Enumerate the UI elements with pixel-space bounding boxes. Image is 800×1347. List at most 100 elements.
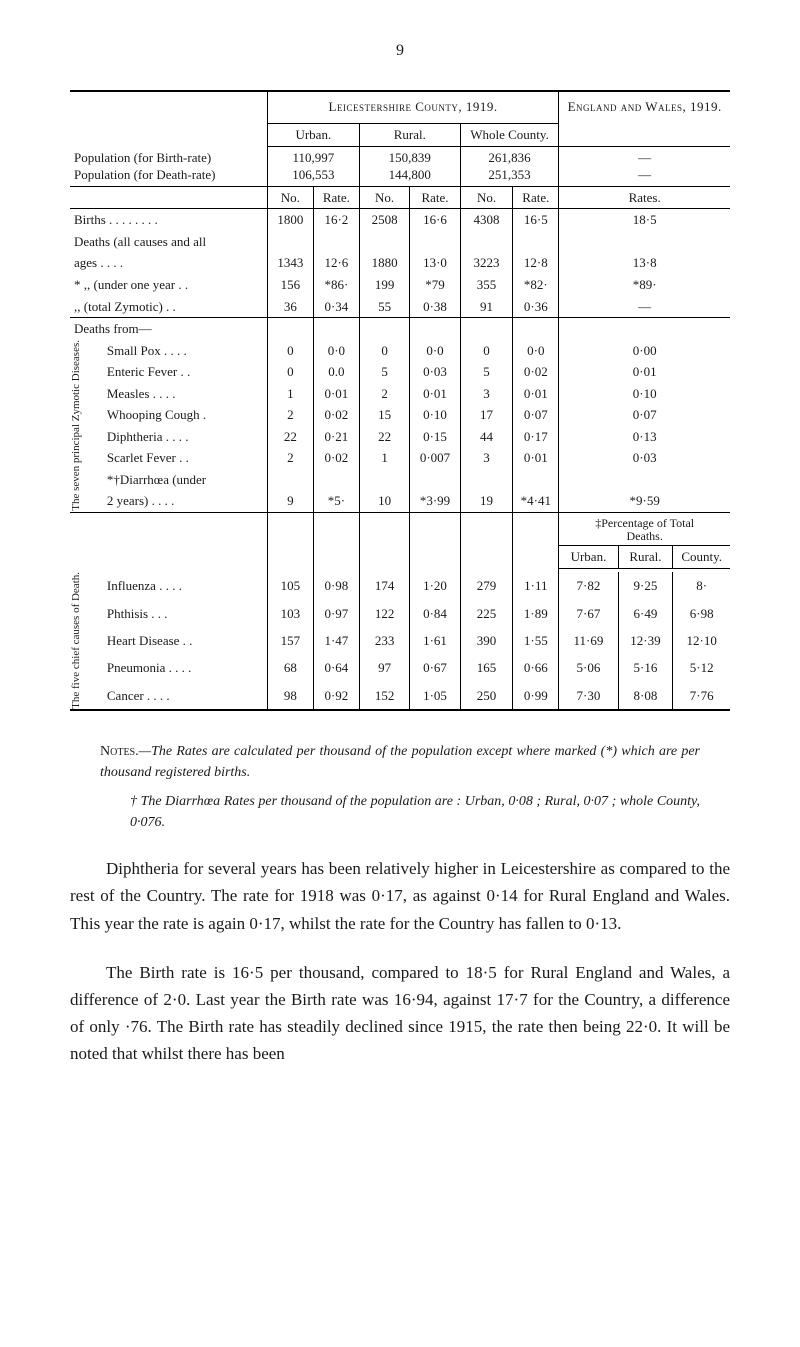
influenza-u-rate: 0·98 <box>313 572 359 599</box>
whooping-u-rate: 0·02 <box>313 404 359 426</box>
heart-r-no: 233 <box>359 627 409 654</box>
col-urban-no: No. <box>267 186 313 209</box>
pop-county-death: 251,353 <box>465 166 555 184</box>
pneumonia-r-rate: 0·67 <box>410 654 460 681</box>
under1-ew: *89· <box>559 274 730 296</box>
heart-r-rate: 1·61 <box>410 627 460 654</box>
row-enteric: Enteric Fever . . 0 0.0 5 0·03 5 0·02 0·… <box>70 361 730 383</box>
notes-main-text: —The Rates are calculated per thousand o… <box>100 744 700 780</box>
rural-header: Rural. <box>359 124 460 147</box>
scarlet-u-no: 2 <box>267 447 313 469</box>
whole-county-header: Whole County. <box>460 124 559 147</box>
heart-c-rate: 1·55 <box>513 627 559 654</box>
diphtheria-ew: 0·13 <box>559 426 730 448</box>
diphtheria-u-rate: 0·21 <box>313 426 359 448</box>
diarr-label-b: 2 years) . . . . <box>103 490 267 512</box>
row-heart: Heart Disease . . 157 1·47 233 1·61 390 … <box>70 627 730 654</box>
col-ew-rates: Rates. <box>559 186 730 209</box>
cancer-p-u: 7·30 <box>559 682 618 711</box>
paragraph-2: The Birth rate is 16·5 per thousand, com… <box>70 959 730 1068</box>
col-county-no: No. <box>460 186 513 209</box>
pct-urban: Urban. <box>559 546 618 569</box>
influenza-c-rate: 1·11 <box>513 572 559 599</box>
measles-c-rate: 0·01 <box>513 383 559 405</box>
zymotic-label: ,, (total Zymotic) . . <box>70 296 267 318</box>
under1-urban-rate: *86· <box>313 274 359 296</box>
births-urban-no: 1800 <box>267 209 313 231</box>
diphtheria-c-no: 44 <box>460 426 513 448</box>
col-rural-no: No. <box>359 186 409 209</box>
smallpox-u-no: 0 <box>267 340 313 362</box>
diphtheria-r-no: 22 <box>359 426 409 448</box>
scarlet-r-rate: 0·007 <box>410 447 460 469</box>
pneumonia-p-u: 5·06 <box>559 654 618 681</box>
phthisis-c-rate: 1·89 <box>513 600 559 627</box>
under1-county-no: 355 <box>460 274 513 296</box>
scarlet-u-rate: 0·02 <box>313 447 359 469</box>
scarlet-c-rate: 0·01 <box>513 447 559 469</box>
enteric-label: Enteric Fever . . <box>103 361 267 383</box>
stats-table: Population (for Birth-rate) Population (… <box>70 90 730 712</box>
influenza-p-u: 7·82 <box>559 572 618 599</box>
five-causes-side-label: The five chief causes of Death. <box>70 572 82 709</box>
zymotic-urban-rate: 0·34 <box>313 296 359 318</box>
ages-label: ages . . . . <box>70 252 267 274</box>
diarr-ew: *9·59 <box>559 490 730 512</box>
under1-county-rate: *82· <box>513 274 559 296</box>
diarr-r-rate: *3·99 <box>410 490 460 512</box>
phthisis-p-r: 6·49 <box>618 600 673 627</box>
cancer-u-rate: 0·92 <box>313 682 359 711</box>
phthisis-u-no: 103 <box>267 600 313 627</box>
zymotic-urban-no: 36 <box>267 296 313 318</box>
births-county-no: 4308 <box>460 209 513 231</box>
smallpox-r-no: 0 <box>359 340 409 362</box>
pneumonia-p-c: 5·12 <box>673 654 730 681</box>
pop-rural-death: 144,800 <box>364 166 456 184</box>
diphtheria-c-rate: 0·17 <box>513 426 559 448</box>
under1-urban-no: 156 <box>267 274 313 296</box>
notes-main: Notes.—The Rates are calculated per thou… <box>100 741 700 783</box>
pneumonia-u-no: 68 <box>267 654 313 681</box>
enteric-u-no: 0 <box>267 361 313 383</box>
pop-ew-death: — <box>563 166 726 184</box>
col-urban-rate: Rate. <box>313 186 359 209</box>
page-number: 9 <box>70 40 730 62</box>
zymotic-rural-rate: 0·38 <box>410 296 460 318</box>
pct-rural: Rural. <box>618 546 673 569</box>
ages-urban-rate: 12·6 <box>313 252 359 274</box>
row-influenza: The five chief causes of Death. Influenz… <box>70 572 730 599</box>
row-whooping: Whooping Cough . 2 0·02 15 0·10 17 0·07 … <box>70 404 730 426</box>
births-rural-rate: 16·6 <box>410 209 460 231</box>
phthisis-r-no: 122 <box>359 600 409 627</box>
heart-label: Heart Disease . . <box>103 627 267 654</box>
births-rural-no: 2508 <box>359 209 409 231</box>
scarlet-label: Scarlet Fever . . <box>103 447 267 469</box>
influenza-p-c: 8· <box>673 572 730 599</box>
diarr-label-a: *†Diarrhœa (under <box>103 469 267 491</box>
births-county-rate: 16·5 <box>513 209 559 231</box>
row-diphtheria: Diphtheria . . . . 22 0·21 22 0·15 44 0·… <box>70 426 730 448</box>
paragraph-1: Diphtheria for several years has been re… <box>70 855 730 937</box>
measles-label: Measles . . . . <box>103 383 267 405</box>
whooping-ew: 0·07 <box>559 404 730 426</box>
row-under-one: * ,, (under one year . . 156 *86· 199 *7… <box>70 274 730 296</box>
pop-birth-label: Population (for Birth-rate) <box>74 149 263 167</box>
pneumonia-p-r: 5·16 <box>618 654 673 681</box>
leics-county-header: Leicestershire County, 1919. <box>267 92 559 124</box>
row-cancer: Cancer . . . . 98 0·92 152 1·05 250 0·99… <box>70 682 730 711</box>
pneumonia-u-rate: 0·64 <box>313 654 359 681</box>
deaths-from-label: Deaths from— <box>70 318 267 340</box>
heart-p-c: 12·10 <box>673 627 730 654</box>
deaths-all-label: Deaths (all causes and all <box>70 231 267 253</box>
pneumonia-label: Pneumonia . . . . <box>103 654 267 681</box>
row-deaths-all: Deaths (all causes and all <box>70 231 730 253</box>
whooping-label: Whooping Cough . <box>103 404 267 426</box>
smallpox-r-rate: 0·0 <box>410 340 460 362</box>
enteric-r-rate: 0·03 <box>410 361 460 383</box>
smallpox-u-rate: 0·0 <box>313 340 359 362</box>
under1-rural-rate: *79 <box>410 274 460 296</box>
measles-r-no: 2 <box>359 383 409 405</box>
ages-county-no: 3223 <box>460 252 513 274</box>
pop-county-birth: 261,836 <box>465 149 555 167</box>
heart-c-no: 390 <box>460 627 513 654</box>
